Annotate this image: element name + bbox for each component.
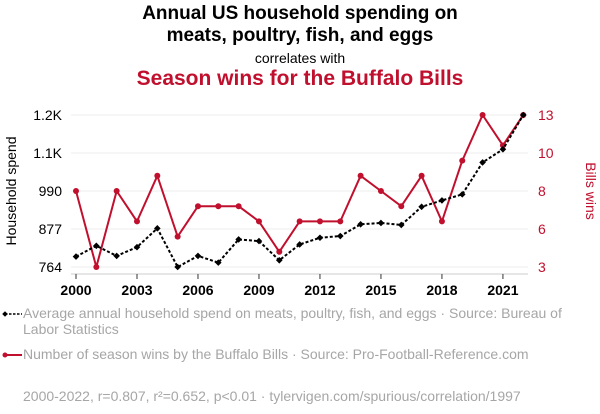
point-bills-wins xyxy=(235,203,242,210)
point-bills-wins xyxy=(377,188,384,194)
point-bills-wins xyxy=(418,172,425,179)
point-household-spend xyxy=(255,237,263,245)
point-bills-wins xyxy=(215,203,222,210)
x-axis: 2000 2003 2006 2009 2012 2015 2018 2021 xyxy=(60,273,528,298)
x-tick-label: 2015 xyxy=(365,282,396,298)
point-household-spend xyxy=(194,252,202,260)
y-right-tick-label: 6 xyxy=(538,221,546,237)
legend-label-household-spend: Average annual household spend on meats,… xyxy=(23,305,562,337)
point-bills-wins xyxy=(93,264,100,270)
legend-marker-dotted-diamond-icon xyxy=(2,311,22,317)
point-bills-wins xyxy=(337,218,344,225)
x-tick-label: 2021 xyxy=(487,282,518,298)
point-bills-wins xyxy=(499,142,506,149)
x-tick-label: 2018 xyxy=(426,282,457,298)
point-bills-wins xyxy=(276,248,283,255)
point-household-spend xyxy=(418,203,425,211)
y-left-tick-label: 764 xyxy=(39,259,63,275)
point-household-spend xyxy=(316,234,324,242)
chart-svg: 2000 2003 2006 2009 2012 2015 2018 2021 764 877 9… xyxy=(3,107,599,298)
series-line-household-spend xyxy=(75,114,525,269)
point-bills-wins xyxy=(174,233,181,240)
point-bills-wins xyxy=(194,203,201,210)
point-household-spend xyxy=(438,197,446,204)
y-right-tick-label: 3 xyxy=(538,259,546,275)
point-bills-wins xyxy=(316,218,323,225)
x-tick-label: 2003 xyxy=(121,282,152,298)
point-bills-wins xyxy=(398,203,405,210)
point-household-spend xyxy=(479,159,486,166)
point-bills-wins xyxy=(459,157,466,164)
legend-marker-line-circle-icon xyxy=(2,352,22,358)
point-bills-wins xyxy=(296,218,303,225)
point-household-spend xyxy=(215,259,222,266)
point-bills-wins xyxy=(113,188,120,194)
point-household-spend xyxy=(397,221,405,229)
point-household-spend xyxy=(174,263,181,271)
footer-stats: 2000-2022, r=0.807, r²=0.652, p<0.01 · t… xyxy=(23,388,521,404)
point-household-spend xyxy=(458,191,466,198)
point-bills-wins xyxy=(133,218,140,225)
point-household-spend xyxy=(276,256,283,264)
point-bills-wins xyxy=(73,188,79,194)
x-tick-label: 2006 xyxy=(182,282,213,298)
y-right-tick-label: 10 xyxy=(538,145,554,161)
x-tick-label: 2000 xyxy=(60,282,91,298)
point-household-spend xyxy=(296,241,303,248)
y-left-tick-label: 990 xyxy=(39,183,63,199)
point-household-spend xyxy=(113,252,120,260)
y-axis-left-label: Household spend xyxy=(3,137,19,246)
y-axis-right: 3 6 8 10 13 xyxy=(538,107,554,275)
point-household-spend xyxy=(357,220,364,228)
point-household-spend xyxy=(133,243,141,251)
point-household-spend xyxy=(499,146,507,153)
point-household-spend xyxy=(377,219,385,227)
point-bills-wins xyxy=(154,172,161,179)
correlates-with-label: correlates with xyxy=(254,50,346,66)
chart-title-line-2: meats, poultry, fish, and eggs xyxy=(166,25,434,46)
x-tick-label: 2009 xyxy=(243,282,274,298)
y-left-tick-label: 1.2K xyxy=(33,107,62,123)
series-group xyxy=(72,111,527,271)
y-right-tick-label: 8 xyxy=(538,183,546,199)
y-right-tick-label: 13 xyxy=(538,107,554,123)
chart-title-secondary: Season wins for the Buffalo Bills xyxy=(136,67,464,90)
point-bills-wins xyxy=(438,218,445,225)
point-household-spend xyxy=(72,253,80,260)
point-household-spend xyxy=(519,111,527,119)
chart-title-line-1: Annual US household spending on xyxy=(142,3,458,24)
point-household-spend xyxy=(154,225,161,232)
y-axis-right-label: Bills wins xyxy=(583,162,599,220)
x-tick-label: 2012 xyxy=(304,282,335,298)
point-household-spend xyxy=(235,236,242,243)
y-left-tick-label: 1.1K xyxy=(33,145,62,161)
point-household-spend xyxy=(336,232,344,240)
y-left-tick-label: 877 xyxy=(39,221,63,237)
point-bills-wins xyxy=(479,112,486,118)
y-axis-left: 764 877 990 1.1K 1.2K xyxy=(33,107,62,275)
point-bills-wins xyxy=(255,218,262,225)
point-bills-wins xyxy=(357,172,364,179)
legend-label-bills-wins: Number of season wins by the Buffalo Bil… xyxy=(23,346,529,362)
grid-lines xyxy=(71,114,528,268)
point-household-spend xyxy=(93,242,100,250)
